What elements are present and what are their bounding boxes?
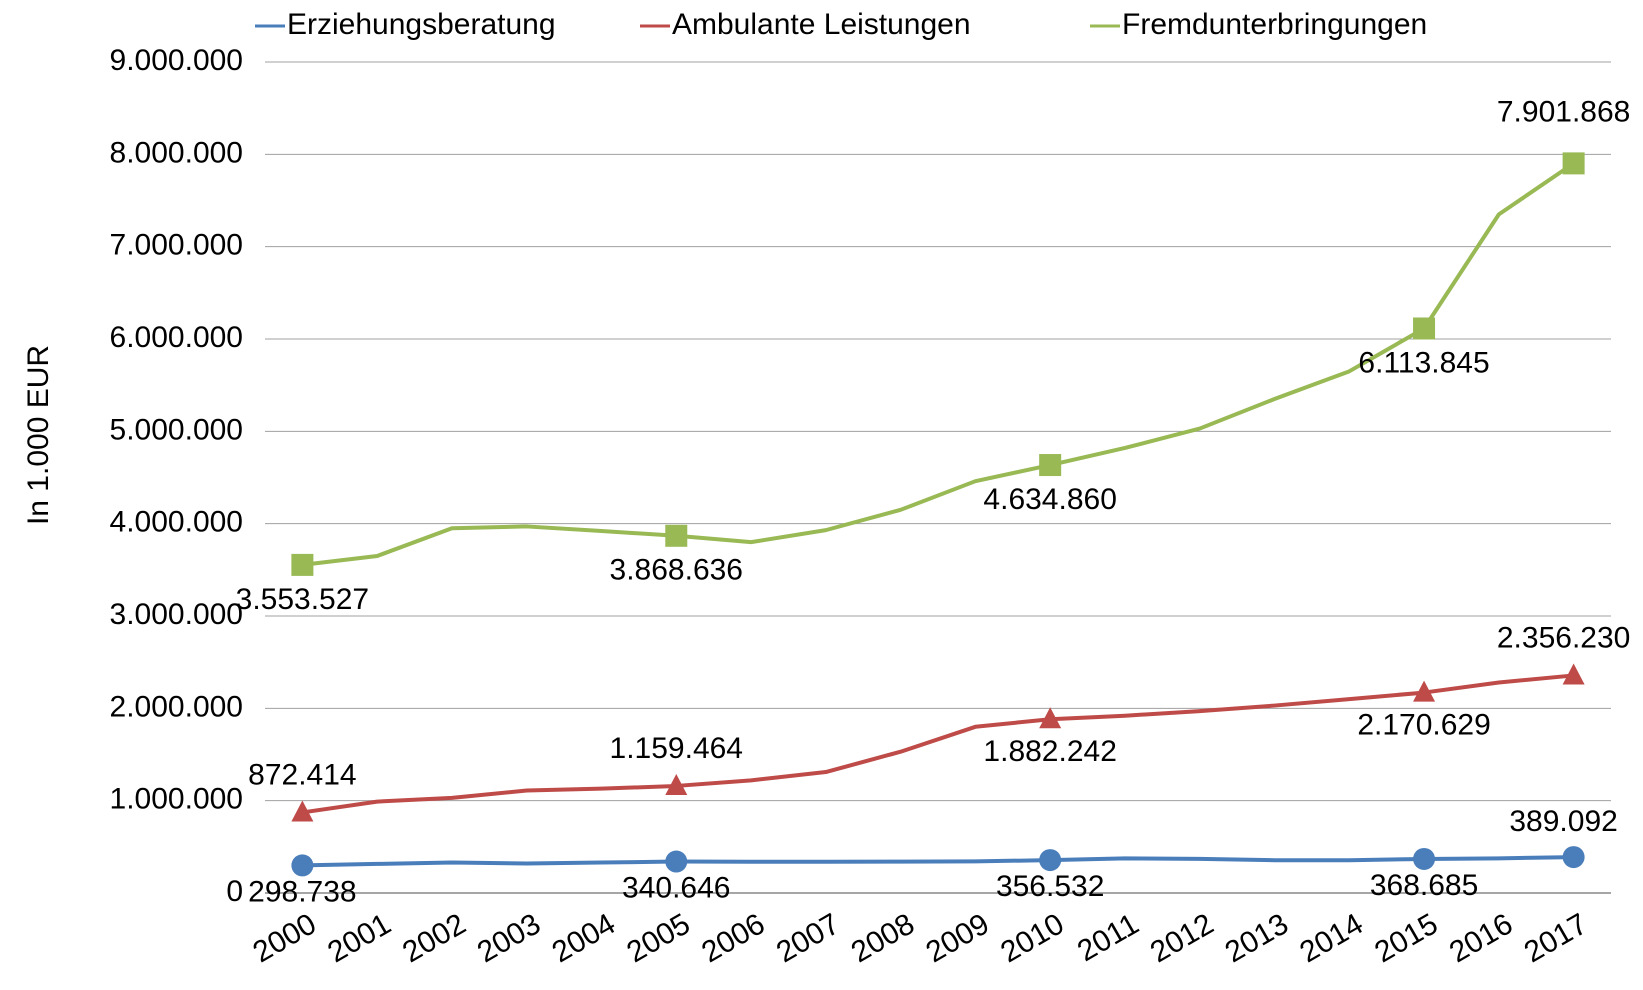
point-marker bbox=[1039, 454, 1062, 477]
data-label: 2.356.230 bbox=[1497, 621, 1630, 654]
data-label: 3.553.527 bbox=[236, 583, 369, 616]
y-tick-label: 3.000.000 bbox=[110, 598, 243, 631]
x-tick-label: 2006 bbox=[696, 907, 770, 969]
y-tick-label: 0 bbox=[226, 875, 243, 908]
x-tick-label: 2017 bbox=[1519, 907, 1593, 969]
data-label: 7.901.868 bbox=[1497, 95, 1630, 128]
data-label: 4.634.860 bbox=[983, 483, 1116, 516]
x-tick-label: 2001 bbox=[322, 907, 396, 969]
series-line bbox=[302, 673, 1574, 815]
point-marker bbox=[1039, 707, 1062, 729]
data-label: 1.159.464 bbox=[610, 732, 743, 765]
data-label: 6.113.845 bbox=[1358, 346, 1489, 379]
point-marker bbox=[291, 553, 314, 576]
y-tick-label: 7.000.000 bbox=[110, 229, 243, 262]
point-marker bbox=[1413, 680, 1436, 702]
x-tick-label: 2008 bbox=[846, 907, 920, 969]
data-label: 389.092 bbox=[1509, 805, 1617, 838]
point-marker bbox=[1413, 847, 1436, 870]
point-marker bbox=[665, 850, 688, 873]
x-tick-label: 2000 bbox=[248, 907, 322, 969]
point-marker bbox=[1562, 152, 1585, 175]
series-line bbox=[302, 855, 1574, 868]
x-tick-label: 2016 bbox=[1444, 907, 1518, 969]
y-tick-label: 6.000.000 bbox=[110, 321, 243, 354]
y-tick-label: 8.000.000 bbox=[110, 136, 243, 169]
point-marker bbox=[1413, 317, 1436, 340]
y-tick-label: 2.000.000 bbox=[110, 690, 243, 723]
x-tick-label: 2014 bbox=[1294, 907, 1368, 969]
data-label: 356.532 bbox=[996, 870, 1104, 903]
data-label: 298.738 bbox=[248, 875, 356, 908]
legend-label: Erziehungsberatung bbox=[287, 8, 556, 41]
x-tick-label: 2015 bbox=[1369, 907, 1443, 969]
point-marker bbox=[1562, 846, 1585, 869]
point-marker bbox=[291, 854, 314, 877]
legend-label: Fremdunterbringungen bbox=[1122, 8, 1427, 41]
data-label: 872.414 bbox=[248, 758, 356, 791]
x-tick-label: 2004 bbox=[547, 907, 621, 969]
y-axis-title: In 1.000 EUR bbox=[22, 345, 55, 525]
x-tick-label: 2010 bbox=[995, 907, 1069, 969]
data-label: 368.685 bbox=[1370, 869, 1478, 902]
data-label: 2.170.629 bbox=[1357, 709, 1490, 742]
x-tick-label: 2013 bbox=[1220, 907, 1294, 969]
y-tick-label: 1.000.000 bbox=[110, 783, 243, 816]
point-marker bbox=[291, 800, 314, 822]
x-tick-label: 2009 bbox=[921, 907, 995, 969]
x-tick-label: 2003 bbox=[472, 907, 546, 969]
y-tick-label: 4.000.000 bbox=[110, 506, 243, 539]
point-marker bbox=[665, 773, 688, 795]
legend-label: Ambulante Leistungen bbox=[672, 8, 971, 41]
y-tick-label: 9.000.000 bbox=[110, 44, 243, 77]
x-tick-label: 2007 bbox=[771, 907, 845, 969]
x-tick-label: 2011 bbox=[1072, 907, 1144, 968]
data-label: 3.868.636 bbox=[610, 554, 743, 587]
point-marker bbox=[1562, 663, 1585, 685]
point-marker bbox=[665, 524, 688, 547]
y-tick-label: 5.000.000 bbox=[110, 413, 243, 446]
data-label: 1.882.242 bbox=[983, 735, 1116, 768]
series-line bbox=[302, 161, 1575, 567]
data-label: 340.646 bbox=[622, 871, 730, 904]
x-tick-label: 2002 bbox=[397, 907, 471, 969]
x-tick-label: 2005 bbox=[621, 907, 695, 969]
point-marker bbox=[1039, 849, 1062, 872]
x-tick-label: 2012 bbox=[1145, 907, 1219, 969]
